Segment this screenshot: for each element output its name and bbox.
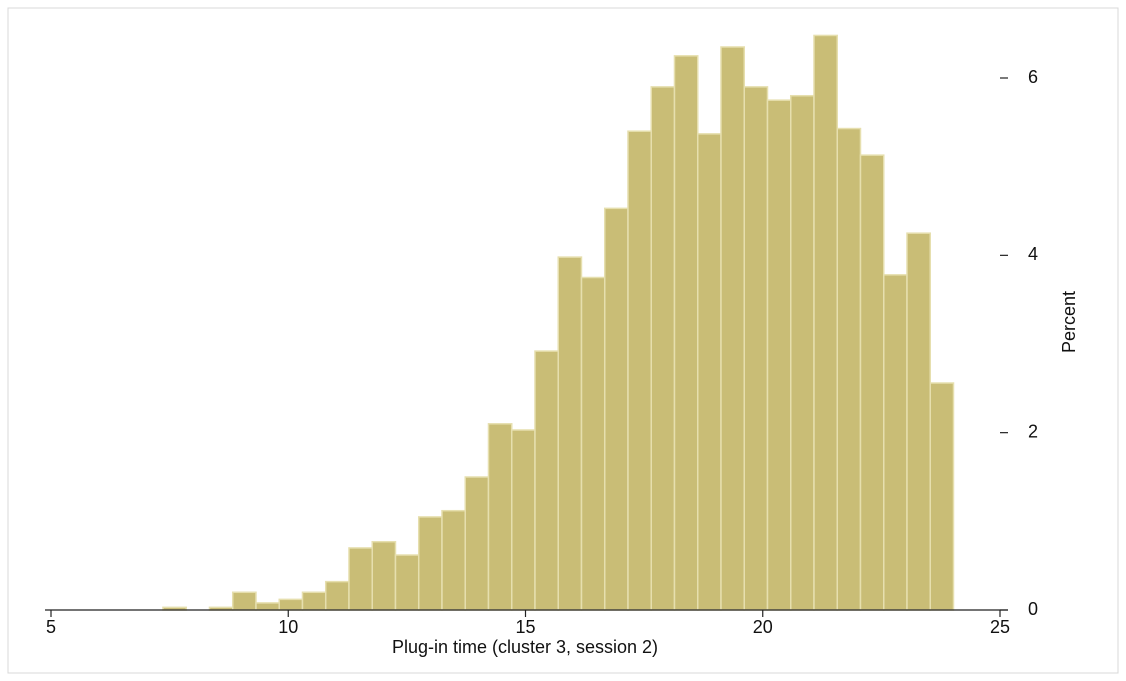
bar [627, 130, 652, 611]
y-tick-label: 4 [1028, 244, 1038, 264]
y-axis-label: Percent [1059, 291, 1079, 353]
bar [255, 602, 280, 611]
bar [603, 207, 629, 611]
bar [324, 580, 350, 611]
bar [278, 598, 304, 611]
bar [557, 256, 583, 611]
x-tick-label: 25 [990, 617, 1010, 637]
bar [348, 547, 373, 611]
x-tick-label: 20 [753, 617, 773, 637]
bar [464, 476, 490, 611]
bar [417, 516, 443, 611]
bar [673, 55, 699, 611]
x-tick-label: 15 [515, 617, 535, 637]
y-tick-label: 2 [1028, 421, 1038, 441]
bar [301, 591, 327, 611]
bar [650, 86, 676, 611]
bar [580, 276, 606, 611]
bar [859, 154, 885, 611]
y-tick-label: 6 [1028, 67, 1038, 87]
bar [720, 46, 745, 611]
bar [696, 133, 722, 611]
bar [929, 382, 955, 611]
bar [371, 540, 397, 611]
bar [906, 232, 931, 611]
bar [789, 94, 815, 611]
bar [743, 86, 769, 611]
bar [510, 429, 536, 611]
bar [231, 591, 257, 611]
bar [766, 99, 792, 611]
bar [441, 509, 466, 611]
x-tick-label: 5 [46, 617, 56, 637]
bar [882, 274, 908, 611]
bar [836, 127, 862, 611]
y-tick-label: 0 [1028, 599, 1038, 619]
x-tick-label: 10 [278, 617, 298, 637]
bar [487, 423, 513, 611]
x-axis-label: Plug-in time (cluster 3, session 2) [392, 637, 658, 657]
bar [534, 350, 559, 611]
bar [813, 34, 838, 611]
bar [394, 554, 420, 611]
